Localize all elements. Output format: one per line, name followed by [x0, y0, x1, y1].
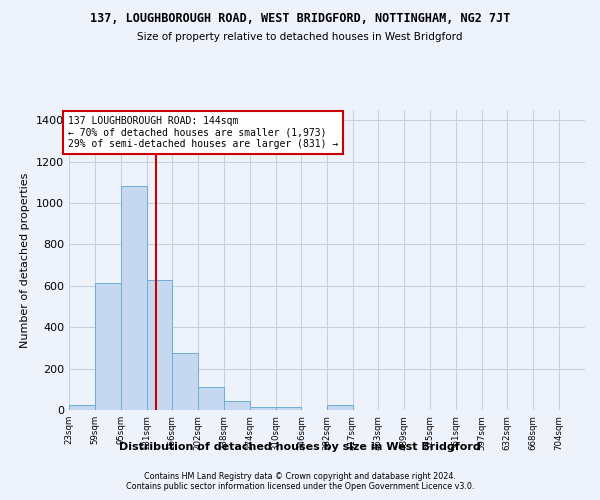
Bar: [328, 405, 353, 410]
Text: 137 LOUGHBOROUGH ROAD: 144sqm
← 70% of detached houses are smaller (1,973)
29% o: 137 LOUGHBOROUGH ROAD: 144sqm ← 70% of d…: [68, 116, 338, 150]
Bar: [69, 405, 95, 410]
Text: Distribution of detached houses by size in West Bridgford: Distribution of detached houses by size …: [119, 442, 481, 452]
Bar: [275, 407, 301, 410]
Y-axis label: Number of detached properties: Number of detached properties: [20, 172, 31, 348]
Text: Contains public sector information licensed under the Open Government Licence v3: Contains public sector information licen…: [126, 482, 474, 491]
Text: Contains HM Land Registry data © Crown copyright and database right 2024.: Contains HM Land Registry data © Crown c…: [144, 472, 456, 481]
Bar: [250, 407, 275, 410]
Text: 137, LOUGHBOROUGH ROAD, WEST BRIDGFORD, NOTTINGHAM, NG2 7JT: 137, LOUGHBOROUGH ROAD, WEST BRIDGFORD, …: [90, 12, 510, 26]
Bar: [121, 186, 147, 410]
Bar: [95, 283, 121, 410]
Bar: [198, 387, 224, 410]
Bar: [224, 402, 250, 410]
Bar: [147, 280, 172, 410]
Text: Size of property relative to detached houses in West Bridgford: Size of property relative to detached ho…: [137, 32, 463, 42]
Bar: [172, 353, 198, 410]
